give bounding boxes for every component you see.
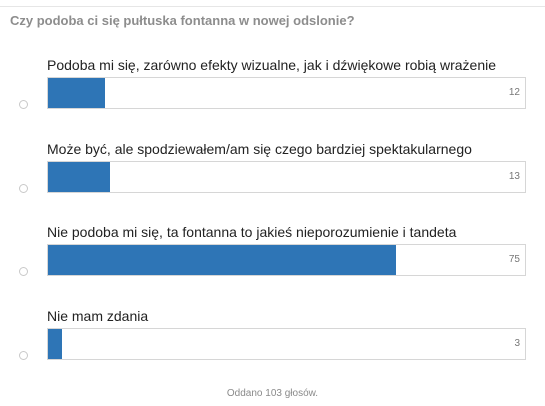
result-bar-fill (48, 245, 397, 275)
radio-button[interactable] (19, 184, 28, 193)
radio-button[interactable] (19, 100, 28, 109)
option-label: Podoba mi się, zarówno efekty wizualne, … (47, 57, 496, 73)
result-bar-fill (48, 329, 63, 359)
poll-option[interactable]: Może być, ale spodziewałem/am się czego … (0, 141, 545, 221)
result-bar-fill (48, 78, 106, 108)
result-bar: 3 (47, 328, 526, 360)
option-label: Może być, ale spodziewałem/am się czego … (47, 141, 472, 157)
top-divider (0, 6, 545, 7)
vote-count: 3 (514, 338, 520, 349)
vote-total: Oddano 103 głosów. (226, 388, 319, 399)
option-label: Nie mam zdania (47, 308, 149, 324)
result-bar: 13 (47, 161, 526, 193)
result-bar-fill (48, 162, 110, 192)
vote-count: 75 (508, 254, 520, 265)
vote-count: 13 (508, 171, 520, 182)
result-bar: 12 (47, 77, 526, 109)
poll-option[interactable]: Nie mam zdania 3 (0, 308, 545, 388)
result-bar: 75 (47, 244, 526, 276)
option-label: Nie podoba mi się, ta fontanna to jakieś… (47, 224, 457, 240)
vote-count: 12 (508, 87, 520, 98)
poll-option[interactable]: Podoba mi się, zarówno efekty wizualne, … (0, 57, 545, 137)
radio-button[interactable] (19, 351, 28, 360)
radio-button[interactable] (19, 267, 28, 276)
poll-question: Czy podoba ci się pułtuska fontanna w no… (10, 13, 355, 28)
poll-option[interactable]: Nie podoba mi się, ta fontanna to jakieś… (0, 224, 545, 304)
